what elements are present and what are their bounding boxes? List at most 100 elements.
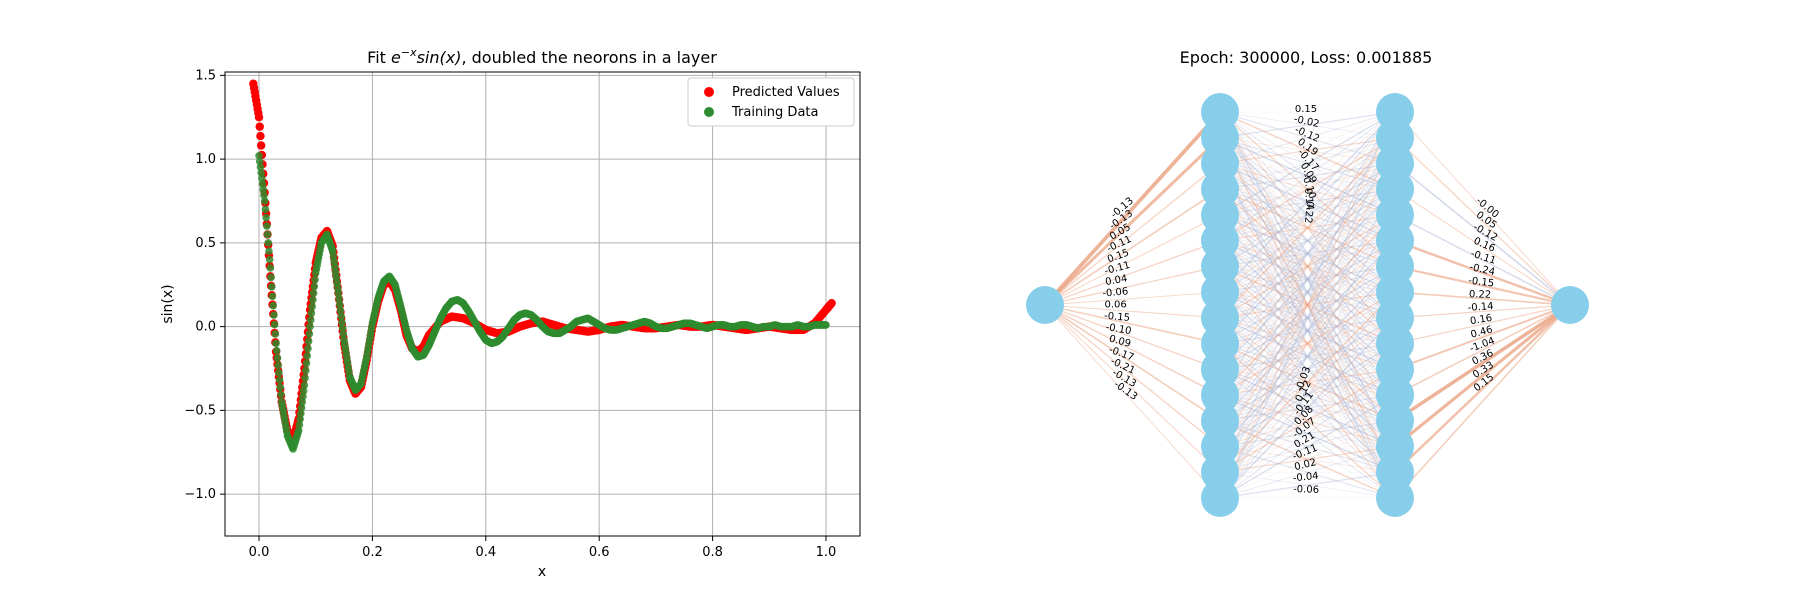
edge [1219,214,1396,422]
weight-label: 0.16 [1469,313,1493,328]
edge [1219,214,1396,242]
edge [1219,137,1396,216]
legend-marker-training [704,107,714,117]
edge [1219,291,1396,319]
edge [1219,137,1396,216]
edge [1219,188,1396,293]
edge [1219,214,1396,345]
edge [1219,111,1396,216]
data-point [309,289,318,297]
data-point [822,321,830,329]
data-point [300,381,309,390]
edge [1219,188,1396,473]
x-tick-label: 1.0 [816,545,837,560]
edge [1219,317,1396,422]
edge [1394,304,1571,319]
network-node [1026,286,1064,324]
edge [1219,266,1396,344]
data-point [299,392,307,401]
data-point [257,168,265,177]
edge [1219,240,1396,421]
edge [1219,240,1396,293]
edge [1219,214,1396,319]
x-tick-label: 0.4 [475,545,496,560]
edge [1219,214,1396,370]
edge [1219,240,1396,499]
edge [1219,163,1396,370]
edge [1219,137,1396,370]
edge [1219,420,1396,473]
edge [1394,162,1571,306]
edge [1219,137,1396,447]
weight-label: -0.04 [1292,471,1319,485]
edge [1219,291,1396,345]
data-point [258,174,266,183]
data-point [308,302,316,311]
network-edges [1043,110,1571,499]
edge [1219,188,1396,293]
data-point [311,275,319,284]
edge [1219,163,1396,267]
edge [1219,188,1396,267]
edge [1219,240,1396,396]
edge [1219,137,1396,267]
edge [1219,188,1396,499]
edge [1219,111,1396,396]
edge [1219,394,1396,499]
edge [1219,291,1396,319]
edge [1219,394,1396,447]
edge [1219,188,1396,268]
weight-label: -0.24 [1468,262,1496,278]
weight-label: -0.06 [1102,286,1129,299]
edge [1219,111,1396,319]
data-point [256,141,266,150]
data-point [304,344,312,353]
edge [1043,136,1222,307]
edge [1219,163,1396,293]
edge [1219,111,1396,190]
edge [1219,137,1396,190]
edge [1219,291,1396,473]
edge [1219,343,1396,473]
edge [1219,137,1396,293]
edge [1219,240,1396,268]
y-tick-label: 0.5 [195,236,216,251]
legend: Predicted Values Training Data [687,77,855,127]
edge [1219,265,1396,370]
edge [1219,214,1396,499]
edge [1219,111,1396,447]
edge [1219,214,1396,319]
data-point [276,383,285,392]
edge [1219,266,1396,422]
edge [1219,111,1396,293]
edge [1219,111,1396,370]
network-weight-labels: -0.13-0.130.05-0.110.15-0.110.04-0.060.0… [1102,104,1501,496]
edge [1219,343,1396,499]
edge [1219,214,1396,293]
data-point [273,354,282,362]
data-point [336,301,344,309]
edge [1219,214,1396,267]
edge [1219,188,1396,242]
edge [1219,214,1396,370]
edge [1219,137,1396,396]
network-node [1551,286,1589,324]
edge [1219,111,1396,473]
edge [1219,240,1396,267]
data-point [307,309,316,318]
edge [1219,266,1396,293]
edge [1219,137,1396,242]
edge [1219,111,1396,139]
edge [1219,137,1396,319]
data-point [267,273,275,282]
edge [1219,343,1396,422]
edge [1219,111,1396,499]
network-node [1376,479,1414,517]
edge [1219,163,1396,241]
edge [1219,214,1396,345]
y-tick-label: 1.5 [195,68,216,83]
edge [1044,304,1221,396]
edge [1219,189,1396,473]
edge [1044,304,1221,345]
title-math-base: e [391,48,401,67]
